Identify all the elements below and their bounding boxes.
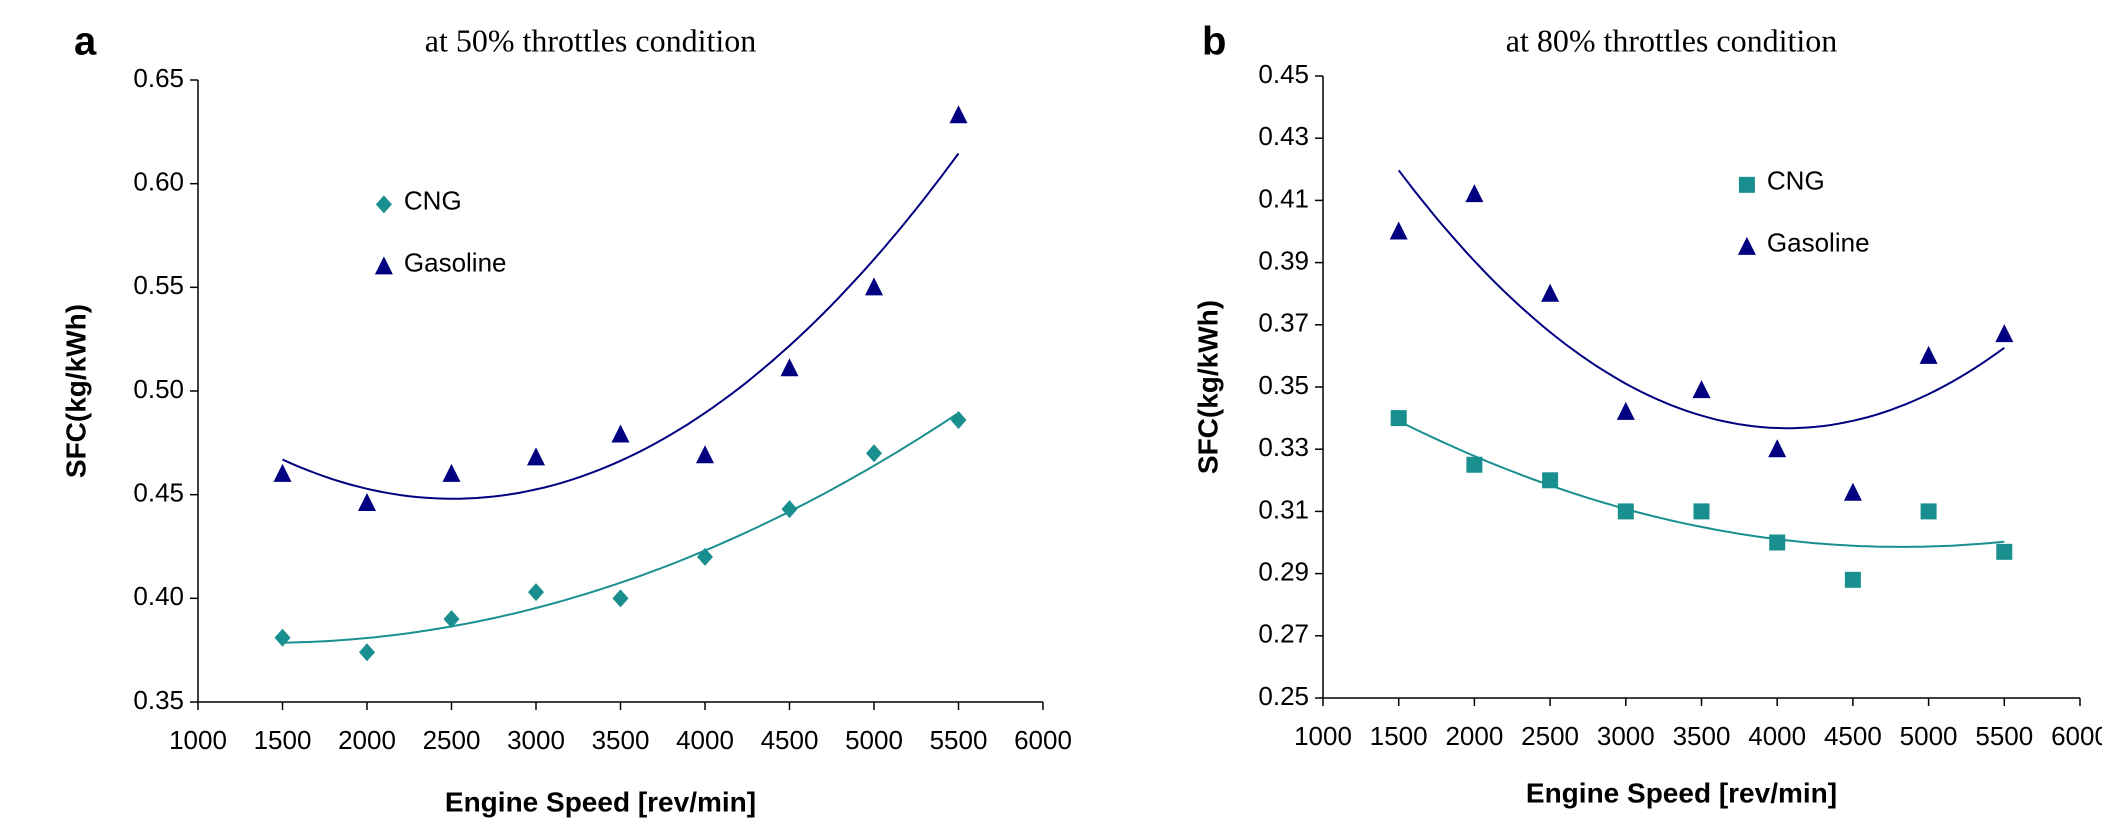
marker: [1541, 283, 1560, 302]
trend-line: [1398, 420, 2005, 548]
x-tick-label: 1500: [254, 725, 312, 755]
y-tick-label: 0.60: [133, 167, 184, 197]
chart-title: at 50% throttles condition: [425, 22, 757, 58]
marker: [1389, 221, 1408, 240]
x-tick-label: 6000: [2051, 721, 2102, 751]
chart-panel: b at 80% throttles condition Engine Speed …: [1192, 20, 2102, 809]
trend-line: [1397, 169, 2005, 430]
y-axis-title: SFC(kg/kWh): [60, 304, 91, 478]
marker: [358, 492, 376, 511]
marker: [1996, 543, 2013, 560]
legend-label: Gasoline: [1767, 228, 1870, 258]
legend-marker: [375, 195, 392, 214]
x-axis-title: Engine Speed [rev/min]: [1526, 777, 1837, 808]
x-tick-label: 3000: [507, 725, 565, 755]
y-tick-label: 0.45: [133, 478, 184, 508]
marker: [780, 358, 799, 377]
y-tick-label: 0.50: [133, 374, 184, 404]
x-tick-label: 1000: [169, 725, 227, 755]
x-tick-label: 1500: [1370, 721, 1428, 751]
x-tick-label: 6000: [1014, 725, 1072, 755]
y-tick-label: 0.43: [1258, 121, 1309, 151]
marker: [1768, 439, 1787, 458]
x-tick-label: 3500: [592, 725, 650, 755]
x-tick-label: 4500: [1824, 721, 1882, 751]
marker: [1617, 503, 1634, 520]
y-tick-label: 0.35: [1258, 370, 1309, 400]
legend-marker: [374, 256, 393, 275]
marker: [274, 628, 291, 647]
chart-panel: a at 50% throttles condition Engine Speed …: [60, 20, 1072, 818]
marker: [865, 277, 883, 296]
x-tick-label: 4000: [676, 725, 734, 755]
marker: [527, 447, 545, 466]
marker: [273, 463, 292, 482]
trend-line: [282, 412, 960, 644]
y-tick-label: 0.39: [1258, 245, 1309, 275]
chart-title: at 80% throttles condition: [1506, 22, 1838, 58]
marker: [950, 411, 967, 430]
marker: [442, 463, 461, 482]
x-tick-label: 3000: [1597, 721, 1655, 751]
marker: [1844, 571, 1861, 588]
x-tick-label: 3500: [1673, 721, 1731, 751]
marker: [1466, 456, 1483, 473]
legend-label: Gasoline: [404, 247, 507, 277]
marker: [1542, 472, 1559, 489]
y-tick-label: 0.29: [1258, 556, 1309, 586]
marker: [1692, 380, 1711, 399]
y-tick-label: 0.65: [133, 63, 184, 93]
x-tick-label: 2500: [423, 725, 481, 755]
marker: [1390, 410, 1407, 427]
y-tick-label: 0.45: [1258, 59, 1309, 89]
marker: [1616, 401, 1635, 420]
x-tick-label: 2500: [1521, 721, 1579, 751]
x-tick-label: 5500: [930, 725, 988, 755]
y-tick-label: 0.37: [1258, 308, 1309, 338]
marker: [697, 547, 713, 566]
x-tick-label: 5500: [1975, 721, 2033, 751]
y-tick-label: 0.27: [1258, 619, 1309, 649]
y-tick-label: 0.25: [1258, 681, 1309, 711]
y-tick-label: 0.55: [133, 270, 184, 300]
legend-marker: [1737, 236, 1756, 255]
marker: [949, 105, 968, 124]
y-axis-title: SFC(kg/kWh): [1192, 300, 1223, 474]
y-tick-label: 0.33: [1258, 432, 1309, 462]
marker: [1919, 345, 1938, 364]
x-tick-label: 4500: [761, 725, 819, 755]
x-tick-label: 1000: [1294, 721, 1352, 751]
x-tick-label: 4000: [1748, 721, 1806, 751]
y-tick-label: 0.31: [1258, 494, 1309, 524]
x-tick-label: 2000: [1445, 721, 1503, 751]
marker: [1920, 503, 1937, 520]
marker: [611, 424, 630, 443]
y-tick-label: 0.41: [1258, 183, 1309, 213]
marker: [1693, 503, 1710, 520]
x-axis-title: Engine Speed [rev/min]: [445, 786, 756, 817]
x-tick-label: 5000: [845, 725, 903, 755]
y-tick-label: 0.40: [133, 581, 184, 611]
legend-label: CNG: [1767, 166, 1825, 196]
marker: [612, 589, 629, 608]
marker: [443, 610, 460, 629]
legend-marker: [1738, 176, 1755, 193]
marker: [528, 583, 544, 602]
marker: [1843, 482, 1862, 501]
panel-label: b: [1202, 20, 1226, 64]
marker: [1769, 534, 1786, 551]
trend-line: [282, 152, 960, 500]
panel-label: a: [74, 20, 97, 64]
marker: [1995, 324, 2014, 343]
marker: [1465, 184, 1484, 203]
marker: [781, 500, 798, 519]
y-tick-label: 0.35: [133, 685, 184, 715]
marker: [359, 643, 375, 662]
marker: [866, 444, 882, 463]
x-tick-label: 5000: [1900, 721, 1958, 751]
legend-label: CNG: [404, 185, 462, 215]
x-tick-label: 2000: [338, 725, 396, 755]
marker: [696, 445, 714, 464]
